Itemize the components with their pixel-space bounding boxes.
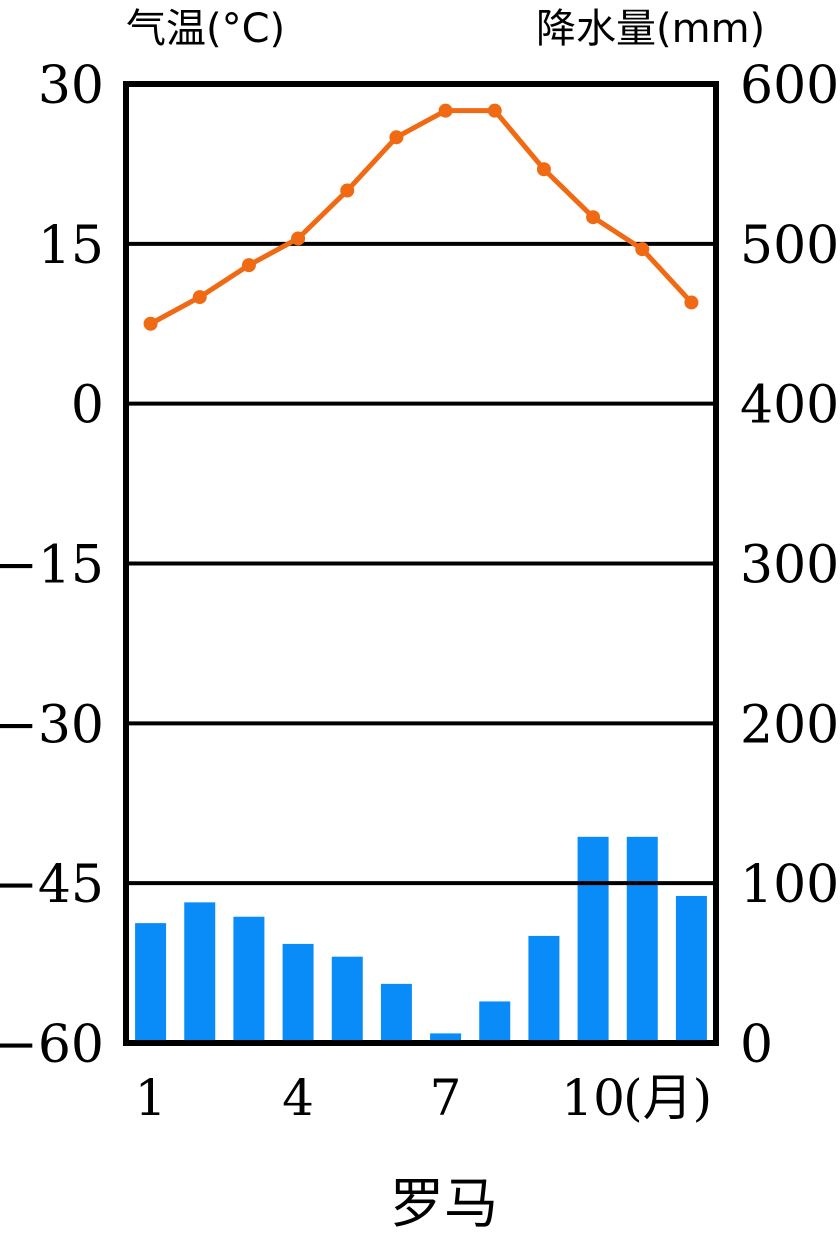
chart-title: 罗马 <box>390 1172 498 1233</box>
temperature-point-10 <box>586 210 601 225</box>
precipitation-tick-label: 100 <box>740 855 839 915</box>
temperature-tick-label: 15 <box>38 216 104 276</box>
precipitation-bars <box>135 836 707 1043</box>
temperature-point-8 <box>487 103 502 118</box>
month-tick-label: 7 <box>430 1069 462 1127</box>
precipitation-tick-labels: 600 500 400 300 200 100 0 <box>740 56 839 1075</box>
temperature-point-3 <box>241 258 256 273</box>
precipitation-tick-label: 500 <box>740 216 839 276</box>
temperature-line-group <box>143 103 699 331</box>
temperature-point-9 <box>536 162 551 177</box>
month-axis-suffix: (月) <box>623 1069 712 1127</box>
temperature-point-5 <box>340 183 355 198</box>
precipitation-bar-11 <box>626 836 658 1043</box>
precipitation-bar-7 <box>430 1033 462 1043</box>
temperature-point-1 <box>143 316 158 331</box>
precipitation-bar-1 <box>135 923 167 1043</box>
precipitation-tick-label: 600 <box>740 56 839 116</box>
temperature-point-12 <box>684 295 699 310</box>
temperature-tick-label: −15 <box>0 536 104 596</box>
temperature-point-11 <box>635 242 650 257</box>
precipitation-bar-5 <box>331 956 363 1043</box>
temperature-point-4 <box>291 231 306 246</box>
temperature-point-7 <box>438 103 453 118</box>
precipitation-tick-label: 400 <box>740 376 839 436</box>
precipitation-tick-label: 200 <box>740 695 839 755</box>
temperature-tick-label: −30 <box>0 695 104 755</box>
temperature-tick-label: 30 <box>38 56 104 116</box>
temperature-tick-label: −60 <box>0 1015 104 1075</box>
month-tick-labels: 1 4 7 10(月) <box>135 1069 712 1127</box>
precipitation-bar-10 <box>577 836 609 1043</box>
month-tick-label: 10 <box>561 1069 625 1127</box>
month-tick-label: 1 <box>135 1069 167 1127</box>
grid-lines <box>126 241 716 886</box>
precipitation-tick-label: 300 <box>740 536 839 596</box>
precipitation-bar-8 <box>479 1001 511 1043</box>
temperature-tick-labels: 30 15 0 −15 −30 −45 −60 <box>0 56 104 1075</box>
precipitation-bar-12 <box>675 895 707 1043</box>
temperature-line <box>149 108 694 326</box>
precipitation-bar-9 <box>528 935 560 1043</box>
precipitation-tick-label: 0 <box>740 1015 773 1075</box>
month-tick-label: 4 <box>282 1069 314 1127</box>
precipitation-bar-6 <box>380 983 412 1043</box>
precipitation-bar-4 <box>282 943 314 1043</box>
temperature-point-6 <box>389 130 404 145</box>
temperature-tick-label: −45 <box>0 855 104 915</box>
temperature-tick-label: 0 <box>71 376 104 436</box>
plot-frame <box>123 81 719 1046</box>
temperature-point-2 <box>192 290 207 305</box>
precipitation-bar-2 <box>184 902 216 1043</box>
precipitation-bar-3 <box>233 916 265 1043</box>
temperature-axis-label: 气温(°C) <box>126 6 285 52</box>
precipitation-axis-label: 降水量(mm) <box>536 6 765 52</box>
